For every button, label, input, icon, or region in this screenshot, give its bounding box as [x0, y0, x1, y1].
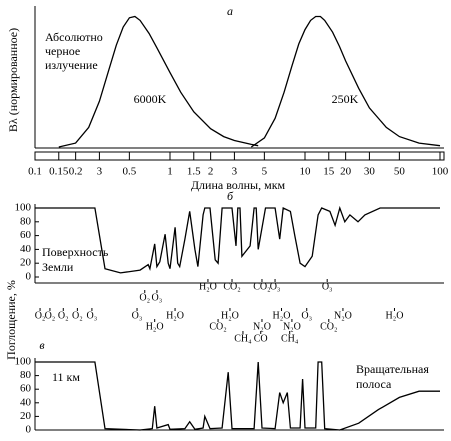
note: Поверхность: [42, 245, 109, 259]
molecule-label: CH₄: [281, 333, 299, 344]
y-tick-label: 60: [20, 229, 32, 241]
curve: [35, 205, 440, 274]
molecule-label: CO₂: [223, 281, 240, 292]
y-tick-label: 0: [26, 424, 32, 436]
note: излучение: [45, 58, 98, 72]
molecule-label: H₂O: [199, 281, 217, 292]
molecule-label: O₃: [87, 310, 98, 321]
molecule-label: H₂O: [146, 321, 164, 332]
y-tick-label: 0: [26, 271, 32, 283]
y-tick-label: 80: [20, 369, 32, 381]
note: Вращательная: [356, 362, 429, 376]
x-tick-label: 0.2: [69, 166, 83, 178]
x-tick-label: 5: [262, 166, 268, 178]
molecule-label: CO₂: [209, 321, 226, 332]
molecule-label: O₃: [322, 281, 333, 292]
molecule-label: O₃: [132, 310, 143, 321]
molecule-label: H₂O: [273, 310, 291, 321]
curve: [35, 361, 440, 431]
y-tick-label: 100: [15, 356, 32, 368]
molecule-label: H₂O: [221, 310, 239, 321]
note: 11 км: [52, 370, 80, 384]
note: Земли: [42, 260, 74, 274]
molecule-label: O₃: [301, 310, 312, 321]
y-axis-label: Bλ (нормированное): [6, 28, 20, 132]
wavelength-ruler: [34, 151, 445, 161]
molecule-label: N₂O: [283, 321, 301, 332]
molecule-label: O₂: [139, 292, 150, 303]
molecule-label: O₃: [270, 281, 281, 292]
x-tick-label: 100: [432, 166, 449, 178]
panel-label: б: [227, 189, 234, 203]
y-tick-label: 40: [20, 396, 32, 408]
molecule-label: O₂: [35, 310, 46, 321]
panel-label: а: [227, 4, 233, 18]
note: Абсолютно: [45, 30, 103, 44]
x-tick-label: 1: [167, 166, 173, 178]
curve: [250, 15, 441, 148]
molecule-label: O₂: [58, 310, 69, 321]
molecule-label: CO₂: [253, 281, 270, 292]
x-tick-label: 20: [340, 166, 352, 178]
molecule-label: O₂: [45, 310, 56, 321]
x-tick-label: 1.5: [187, 166, 201, 178]
x-tick-label: 3: [97, 166, 103, 178]
molecule-label: CH₄: [234, 333, 252, 344]
molecule-label: O₃: [152, 292, 163, 303]
x-tick-label: 10: [300, 166, 312, 178]
y-tick-label: 20: [20, 257, 32, 269]
y-tick-label: 20: [20, 410, 32, 422]
note: черное: [45, 44, 80, 58]
y-tick-label: 60: [20, 383, 32, 395]
y-tick-label: 80: [20, 215, 32, 227]
y-tick-label: 100: [15, 202, 32, 214]
molecule-label: H₂O: [386, 310, 404, 321]
x-axis-label: Длина волны, мкм: [191, 178, 286, 192]
panel-label: в: [39, 338, 44, 352]
x-tick-label: 0.1: [28, 166, 42, 178]
note: полоса: [356, 377, 392, 391]
curve-label: 250K: [332, 92, 359, 106]
y-axis-label: Поглощение, %: [4, 280, 18, 360]
y-tick-label: 40: [20, 243, 32, 255]
curve: [58, 15, 259, 148]
x-tick-label: 15: [323, 166, 335, 178]
molecule-label: CO: [254, 333, 268, 344]
x-tick-label: 2: [208, 166, 214, 178]
x-tick-label: 30: [364, 166, 376, 178]
molecule-label: N₂O: [253, 321, 271, 332]
molecule-label: O₂: [72, 310, 83, 321]
x-tick-label: 0.15: [49, 166, 69, 178]
x-tick-label: 50: [394, 166, 406, 178]
molecule-label: CO₂: [320, 321, 337, 332]
molecule-label: N₂O: [334, 310, 352, 321]
molecule-label: H₂O: [166, 310, 184, 321]
curve-label: 6000K: [134, 92, 167, 106]
x-tick-label: 0.5: [122, 166, 136, 178]
x-tick-label: 3: [232, 166, 238, 178]
